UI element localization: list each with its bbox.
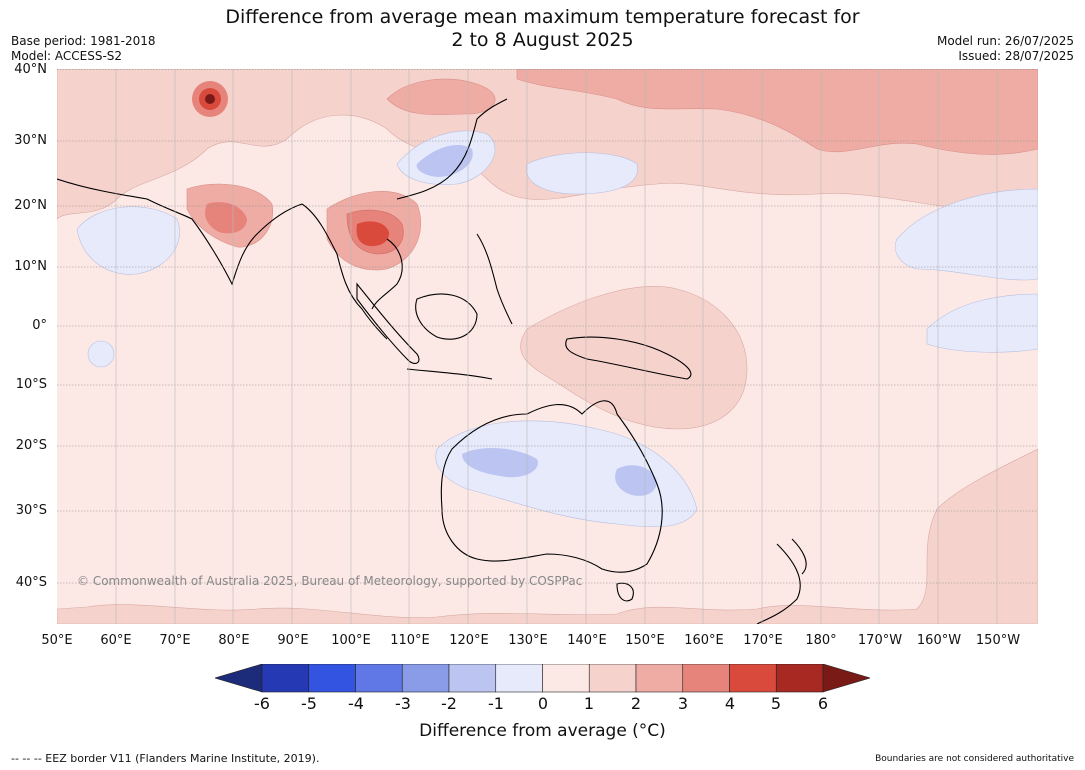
warm-region-pacific <box>520 286 748 430</box>
lon-label-150w: 150°W <box>975 633 1021 648</box>
colorbar-tick: 5 <box>770 694 782 713</box>
colorbar-bin <box>729 664 777 693</box>
colorbar-label: Difference from average (°C) <box>419 721 666 741</box>
colorbar-tick: -3 <box>395 694 411 713</box>
anomaly-map <box>57 69 1038 624</box>
colorbar-bin <box>542 664 590 693</box>
colorbar-bin <box>355 664 403 693</box>
colorbar-bin <box>495 664 543 693</box>
lat-label-40s: 40°S <box>15 575 47 590</box>
hot-region-india <box>205 202 247 234</box>
lon-label-170e: 170°E <box>743 633 783 648</box>
coast-java <box>406 368 493 380</box>
coast-indochina <box>301 203 403 340</box>
issued-date-text: Issued: 28/07/2025 <box>958 49 1074 63</box>
eez-border-legend: -- -- -- EEZ border V11 (Flanders Marine… <box>11 752 320 765</box>
colorbar-bin <box>588 664 637 693</box>
cool-region-australia-core-west <box>462 447 538 478</box>
lat-label-40n: 40°N <box>14 62 47 77</box>
lat-label-0: 0° <box>32 318 47 333</box>
lat-label-20s: 20°S <box>15 438 47 453</box>
cool-region-pacific-east <box>894 188 1038 281</box>
coast-india <box>57 178 303 286</box>
lon-label-90e: 90°E <box>277 633 309 648</box>
colorbar-tick: 6 <box>817 694 829 713</box>
cool-region-pacific-equator <box>926 293 1038 353</box>
lat-label-30n: 30°N <box>14 133 47 148</box>
cool-region-china-core <box>416 144 473 177</box>
coast-tasmania <box>616 582 634 602</box>
lon-label-50e: 50°E <box>41 633 73 648</box>
colorbar-tick: 0 <box>537 694 549 713</box>
lon-label-160w: 160°W <box>916 633 962 648</box>
coast-borneo <box>415 293 478 340</box>
lon-label-100e: 100°E <box>331 633 371 648</box>
lat-label-30s: 30°S <box>15 503 47 518</box>
colorbar-bin <box>775 664 824 693</box>
cool-spot-indian-ocean <box>87 340 115 368</box>
colorbar-tick: 4 <box>724 694 736 713</box>
lon-label-140e: 140°E <box>567 633 607 648</box>
copyright-notice: © Commonwealth of Australia 2025, Bureau… <box>77 574 583 588</box>
warm-region-north-pacific <box>516 69 1038 155</box>
colorbar-tick: -4 <box>348 694 364 713</box>
cool-region-australia-core-east <box>615 465 657 496</box>
coast-philippines <box>476 233 513 325</box>
colorbar-tick: -1 <box>488 694 504 713</box>
very-hot-region-indochina <box>356 221 390 247</box>
base-period-text: Base period: 1981-2018 <box>11 34 156 48</box>
colorbar <box>215 664 870 693</box>
lon-label-60e: 60°E <box>100 633 132 648</box>
boundary-disclaimer: Boundaries are not considered authoritat… <box>875 754 1074 764</box>
colorbar-bin <box>261 664 310 693</box>
coast-sumatra <box>356 282 420 364</box>
colorbar-tick: 1 <box>583 694 595 713</box>
coast-new-zealand <box>756 538 807 624</box>
map-title-line1: Difference from average mean maximum tem… <box>225 6 860 28</box>
colorbar-tick: 3 <box>677 694 689 713</box>
lon-label-80e: 80°E <box>218 633 250 648</box>
colorbar-bin <box>635 664 684 693</box>
hot-spot-kashmir-inner <box>205 94 215 104</box>
colorbar-bin <box>401 664 450 693</box>
lat-label-10s: 10°S <box>15 377 47 392</box>
lon-label-110e: 110°E <box>390 633 430 648</box>
lat-label-20n: 20°N <box>14 198 47 213</box>
model-name-text: Model: ACCESS-S2 <box>11 49 123 63</box>
colorbar-extension-low <box>215 664 263 693</box>
coast-australia <box>440 400 663 573</box>
model-run-text: Model run: 26/07/2025 <box>936 34 1074 48</box>
colorbar-tick: -5 <box>301 694 317 713</box>
colorbar-bin <box>682 664 730 693</box>
colorbar-tick: 2 <box>630 694 642 713</box>
meridians <box>115 69 998 624</box>
lon-label-160e: 160°E <box>684 633 724 648</box>
lon-label-130e: 130°E <box>508 633 548 648</box>
lon-label-120e: 120°E <box>449 633 489 648</box>
lon-label-170w: 170°W <box>857 633 903 648</box>
lat-label-10n: 10°N <box>14 259 47 274</box>
coast-new-guinea <box>565 336 692 380</box>
colorbar-extension-high <box>822 664 870 693</box>
colorbar-bin <box>308 664 356 693</box>
colorbar-tick: -2 <box>441 694 457 713</box>
colorbar-bin <box>448 664 497 693</box>
cool-region-pacific-north <box>526 152 638 195</box>
colorbar-tick: -6 <box>254 694 270 713</box>
cool-region-arabian-sea <box>76 206 180 275</box>
cool-region-australia <box>435 420 698 528</box>
lon-label-180: 180° <box>805 633 837 648</box>
lon-label-70e: 70°E <box>159 633 191 648</box>
coastlines <box>57 98 807 624</box>
map-title-line2: 2 to 8 August 2025 <box>451 29 634 51</box>
lon-label-150e: 150°E <box>625 633 665 648</box>
